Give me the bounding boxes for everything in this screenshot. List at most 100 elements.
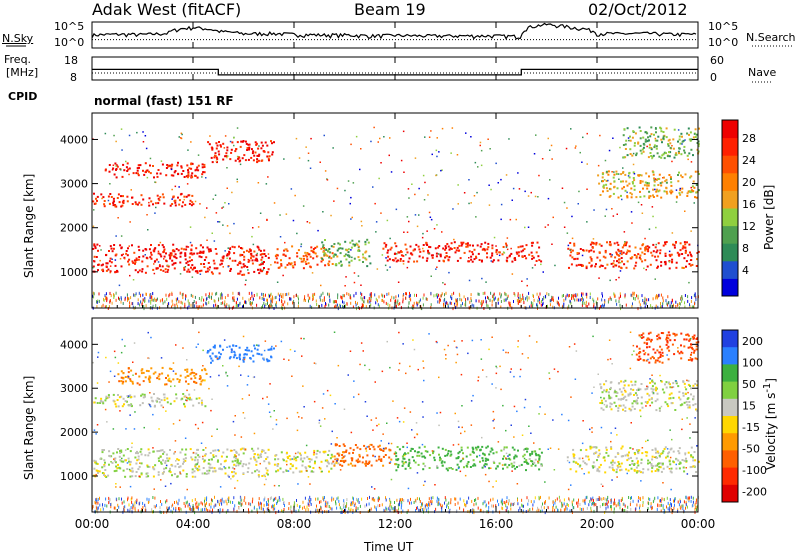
velocity-colorbar-segment (722, 381, 738, 400)
nsearch-label: N.Search (746, 31, 796, 44)
velocity-band-3 (206, 344, 275, 364)
axes-frames: 00:00 04:00 08:00 12:00 16:00 20:00 00:00 (75, 21, 716, 531)
cpid-text: normal (fast) 151 RF (94, 94, 234, 108)
power-colorbar-tick: 16 (742, 198, 756, 211)
nsky-series-line (91, 22, 697, 40)
velocity-colorbar-tick: -50 (742, 442, 760, 455)
power-band-8 (567, 241, 700, 270)
power-heatmap-panel: 1000 2000 3000 4000 (60, 126, 700, 311)
power-band-6 (321, 238, 372, 268)
velocity-sparse-scatter (92, 331, 699, 491)
velocity-heatmap-panel: 1000 2000 3000 4000 (60, 331, 700, 515)
nave-tick-high: 60 (710, 54, 724, 67)
nsky-panel (6, 22, 792, 47)
velocity-colorbar-segment (722, 330, 738, 348)
velocity-colorbar-segment (722, 433, 738, 451)
velocity-colorbar-tick: 200 (742, 335, 763, 348)
velocity-band-7 (566, 445, 700, 474)
velocity-band-8 (599, 379, 699, 412)
colorbars: 4 8 12 16 20 24 28 200 100 50 15 -15 -50 -100 -200 (721, 119, 767, 503)
xtick-label: 08:00 (277, 517, 312, 531)
panel-frame-3 (91, 317, 699, 513)
power-band-0 (92, 243, 208, 274)
power-band-3 (104, 161, 206, 179)
power-colorbar-tick: 4 (742, 264, 749, 277)
nave-tick-low: 0 (710, 71, 717, 84)
power-colorbar-tick: 24 (742, 154, 756, 167)
freq-tick-low: 8 (70, 71, 77, 84)
power-colorbar-segment (722, 190, 738, 209)
power-colorbar-segment (722, 155, 738, 174)
freq-panel (92, 68, 772, 83)
power-colorbar-tick: 12 (742, 220, 756, 233)
freq-label: Freq. (4, 53, 32, 66)
velocity-colorbar-tick: 15 (742, 399, 756, 412)
power-band-2 (92, 192, 195, 208)
xtick-label: 20:00 (580, 517, 615, 531)
power-ytick-label: 1000 (60, 266, 88, 279)
xtick-label: 00:00 (75, 517, 110, 531)
velocity-colorbar-segment (722, 364, 738, 383)
station-title: Adak West (fitACF) (92, 0, 242, 19)
time-axis-label: Time UT (364, 540, 414, 554)
power-ytick-label: 4000 (60, 133, 88, 146)
velocity-band-6 (395, 445, 543, 472)
freq-tick-high: 18 (64, 54, 78, 67)
date-title: 02/Oct/2012 (588, 0, 688, 19)
velocity-ytick-label: 4000 (60, 338, 88, 351)
cpid-label: CPID (8, 90, 38, 103)
velocity-ytick-label: 1000 (60, 470, 88, 483)
velocity-band-1 (93, 393, 207, 408)
power-colorbar-segment (722, 243, 738, 262)
power-colorbar-segment (722, 278, 738, 297)
power-colorbar-tick: 20 (742, 176, 756, 189)
velocity-colorbar-segment (722, 398, 738, 417)
velocity-colorbar-tick: -200 (742, 485, 767, 498)
nave-label: Nave (748, 66, 777, 79)
velocity-colorbar-segment (722, 450, 738, 469)
velocity-colorbar-segment (722, 484, 738, 503)
power-band-4 (207, 140, 275, 164)
xtick-label: 16:00 (479, 517, 514, 531)
power-ytick-label: 2000 (60, 222, 88, 235)
power-near-range-noise (92, 291, 699, 311)
power-colorbar-tick: 28 (742, 132, 756, 145)
velocity-colorbar-segment (722, 467, 738, 486)
power-colorbar-segment (722, 120, 738, 139)
power-colorbar-segment (722, 137, 738, 156)
nsky-label: N.Sky (2, 32, 34, 45)
velocity-band-2 (117, 366, 208, 386)
velocity-colorbar-tick: -100 (742, 464, 767, 477)
nsearch-tick-high: 10^5 (708, 20, 739, 33)
power-colorbar-segment (722, 208, 738, 227)
beam-title: Beam 19 (354, 0, 426, 19)
velocity-colorbar-tick: 100 (742, 356, 763, 369)
freq-unit-label: [MHz] (6, 66, 39, 79)
velocity-colorbar-segment (722, 416, 738, 434)
power-band-1 (206, 245, 270, 276)
velocity-band-4 (273, 449, 347, 474)
power-colorbar-segment (722, 260, 738, 279)
velocity-colorbar-tick: 50 (742, 378, 756, 391)
freq-series-line (92, 68, 698, 76)
velocity-band-5 (332, 443, 397, 467)
xtick-label: 00:00 (681, 517, 716, 531)
velocity-ytick-label: 3000 (60, 382, 88, 395)
velocity-colorbar-tick: -15 (742, 421, 760, 434)
velocity-colorbar-frame (721, 329, 739, 503)
power-colorbar-frame (721, 119, 739, 297)
power-band-9 (597, 170, 700, 199)
xtick-label: 12:00 (378, 517, 413, 531)
velocity-colorbar-segment (722, 347, 738, 365)
nsky-tick-low: 10^0 (54, 36, 85, 49)
velocity-band-9 (635, 331, 700, 364)
xtick-label: 04:00 (176, 517, 211, 531)
power-colorbar-tick: 8 (742, 242, 749, 255)
nsearch-tick-low: 10^0 (708, 36, 739, 49)
power-sparse-scatter (92, 126, 699, 287)
power-colorbar-segment (722, 225, 738, 244)
velocity-band-0 (93, 447, 271, 478)
power-colorbar-segment (722, 172, 738, 191)
nsky-tick-high: 10^5 (54, 20, 85, 33)
